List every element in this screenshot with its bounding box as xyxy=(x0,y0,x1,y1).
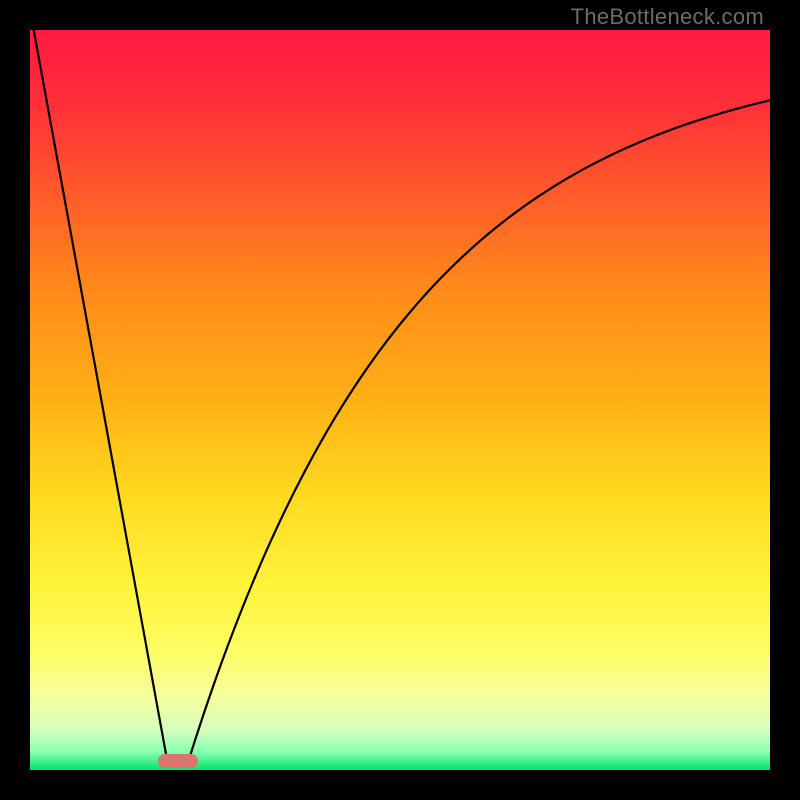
chart-container: TheBottleneck.com xyxy=(0,0,800,800)
right-curve xyxy=(189,100,770,759)
left-line xyxy=(34,30,167,759)
watermark-text: TheBottleneck.com xyxy=(571,4,764,30)
curve-layer xyxy=(30,30,770,770)
plot-area xyxy=(30,30,770,770)
bottleneck-marker xyxy=(158,754,198,768)
